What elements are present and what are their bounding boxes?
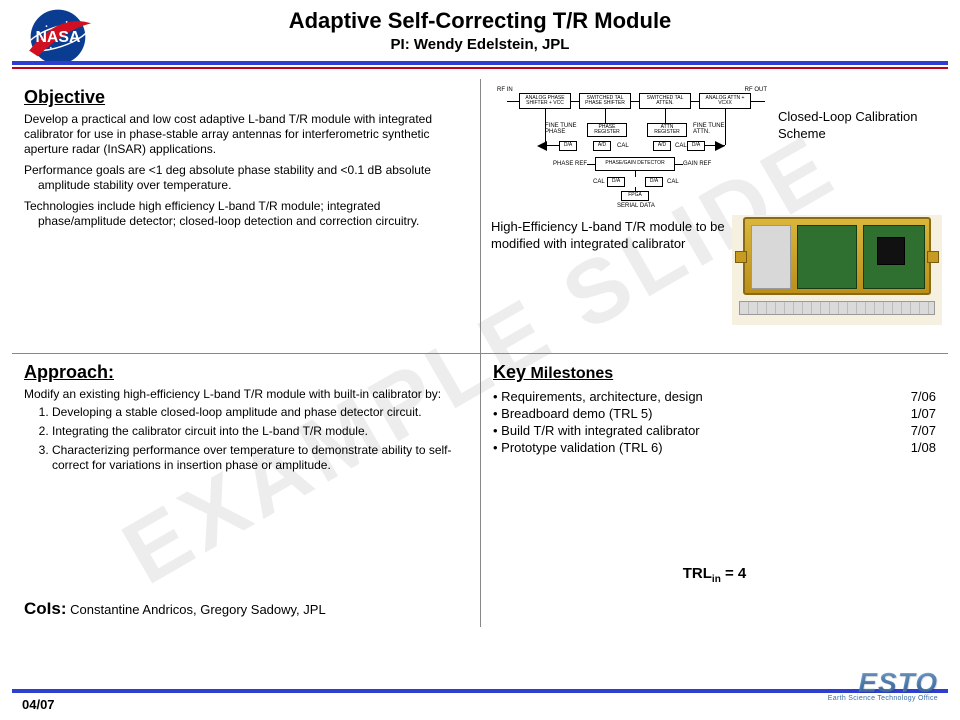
header-rule (12, 61, 948, 69)
label-phase-ref: PHASE REF (553, 161, 587, 167)
svg-text:NASA: NASA (36, 29, 81, 46)
esto-text: ESTO (798, 670, 938, 695)
label-serial-data: SERIAL DATA (617, 203, 655, 209)
label-cal-1: CAL (617, 143, 629, 149)
graphics-cell: RF IN RF OUT ANALOG PHASE SHIFTER + VCC … (481, 79, 948, 353)
milestones-heading: Key Milestones (493, 362, 936, 383)
label-cal-3: CAL (593, 179, 605, 185)
milestone-label: Prototype validation (TRL 6) (493, 440, 663, 455)
trl-in: TRLin = 4 (493, 565, 936, 585)
objective-heading: Objective (24, 87, 468, 108)
box-detector: PHASE/GAIN DETECTOR (595, 157, 675, 171)
milestone-date: 1/07 (911, 406, 936, 421)
milestone-row: Requirements, architecture, design 7/06 (493, 389, 936, 404)
box-phase-register: PHASE REGISTER (587, 123, 627, 137)
esto-logo: ESTO Earth Science Technology Office (798, 670, 938, 712)
box-switched-phase: SWITCHED TAL PHASE SHIFTER (579, 93, 631, 109)
milestone-row: Build T/R with integrated calibrator 7/0… (493, 423, 936, 438)
approach-steps: Developing a stable closed-loop amplitud… (52, 405, 468, 473)
module-photo (732, 215, 942, 325)
objective-cell: Objective Develop a practical and low co… (12, 79, 480, 353)
approach-lead: Modify an existing high-efficiency L-ban… (24, 387, 468, 401)
objective-p1: Develop a practical and low cost adaptiv… (24, 112, 468, 157)
nasa-logo: NASA (22, 6, 94, 68)
box-analog-attn: ANALOG ATTN + VCXX (699, 93, 751, 109)
block-diagram: RF IN RF OUT ANALOG PHASE SHIFTER + VCC … (497, 87, 767, 207)
box-ad-1: A/D (593, 141, 611, 151)
box-da-1: D/A (559, 141, 577, 151)
scheme-label: Closed-Loop Calibration Scheme (778, 109, 938, 143)
milestone-label: Requirements, architecture, design (493, 389, 703, 404)
page-subtitle: PI: Wendy Edelstein, JPL (20, 36, 940, 53)
milestones-heading-key: Key (493, 362, 526, 382)
label-cal-2: CAL (675, 143, 687, 149)
milestone-label: Build T/R with integrated calibrator (493, 423, 700, 438)
esto-subtext: Earth Science Technology Office (798, 695, 938, 702)
cois: CoIs: Constantine Andricos, Gregory Sado… (12, 599, 326, 619)
page-title: Adaptive Self-Correcting T/R Module (20, 8, 940, 34)
label-rf-in: RF IN (497, 87, 513, 93)
box-attn-register: ATTN REGISTER (647, 123, 687, 137)
box-da-4: D/A (645, 177, 663, 187)
cois-label: CoIs: (24, 599, 67, 618)
header: NASA Adaptive Self-Correcting T/R Module… (0, 0, 960, 53)
box-analog-phase: ANALOG PHASE SHIFTER + VCC (519, 93, 571, 109)
milestone-row: Prototype validation (TRL 6) 1/08 (493, 440, 936, 455)
label-finetune-phase: FINE TUNE PHASE (545, 123, 585, 135)
objective-p2: Performance goals are <1 deg absolute ph… (24, 163, 468, 193)
approach-step: Characterizing performance over temperat… (52, 443, 468, 473)
amp-right-icon (715, 141, 725, 151)
milestones-list: Requirements, architecture, design 7/06 … (493, 389, 936, 455)
milestones-cell: Key Milestones Requirements, architectur… (481, 354, 948, 627)
approach-step: Developing a stable closed-loop amplitud… (52, 405, 468, 420)
milestone-row: Breadboard demo (TRL 5) 1/07 (493, 406, 936, 421)
label-gain-ref: GAIN REF (683, 161, 711, 167)
box-da-3: D/A (607, 177, 625, 187)
milestone-date: 7/06 (911, 389, 936, 404)
milestones-heading-rest: Milestones (526, 365, 613, 382)
box-ad-2: A/D (653, 141, 671, 151)
quad-chart: Objective Develop a practical and low co… (12, 79, 948, 627)
milestone-date: 7/07 (911, 423, 936, 438)
box-da-2: D/A (687, 141, 705, 151)
ruler-icon (739, 301, 935, 315)
objective-p3: Technologies include high efficiency L-b… (24, 199, 468, 229)
label-finetune-attn: FINE TUNE ATTN. (693, 123, 737, 135)
milestone-date: 1/08 (911, 440, 936, 455)
module-caption: High-Efficiency L-band T/R module to be … (491, 219, 741, 253)
approach-cell: Approach: Modify an existing high-effici… (12, 354, 480, 627)
amp-left-icon (537, 141, 547, 151)
approach-heading: Approach: (24, 362, 468, 383)
box-switched-attn: SWITCHED TAL ATTEN. (639, 93, 691, 109)
milestone-label: Breadboard demo (TRL 5) (493, 406, 652, 421)
label-cal-4: CAL (667, 179, 679, 185)
cois-names: Constantine Andricos, Gregory Sadowy, JP… (70, 602, 326, 617)
approach-step: Integrating the calibrator circuit into … (52, 424, 468, 439)
footer: 04/07 ESTO Earth Science Technology Offi… (12, 689, 948, 712)
box-fpga: FPGA (621, 191, 649, 201)
